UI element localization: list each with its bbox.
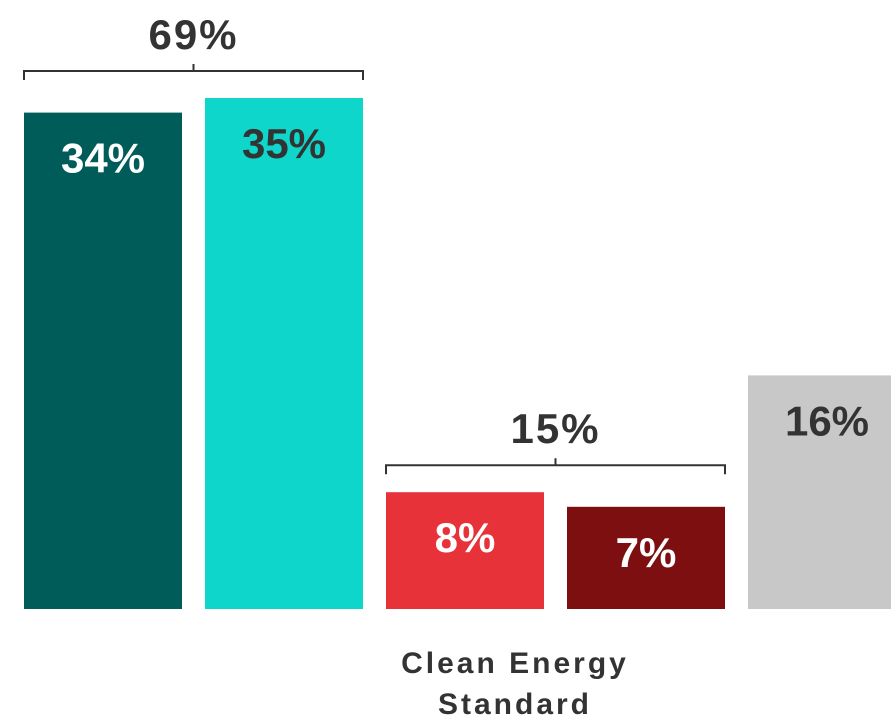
group-total-2-label: 15% <box>510 405 600 452</box>
bar-2-value-label: 35% <box>242 120 326 167</box>
bar-5 <box>748 375 891 609</box>
group-total-1-label: 69% <box>148 11 238 58</box>
group-brackets-layer: 69% 15% <box>23 11 726 475</box>
bar-4-value-label: 7% <box>616 529 677 576</box>
bar-4 <box>567 506 725 609</box>
bar-1 <box>24 112 182 609</box>
bar-1-value-label: 34% <box>61 135 145 182</box>
group-bracket-1 <box>23 64 364 80</box>
bar-2 <box>205 98 363 609</box>
bars-layer: 34% 35% 8% 7% 16% <box>24 98 891 609</box>
bar-3 <box>386 492 544 609</box>
category-label-line-2: Standard <box>438 688 592 721</box>
bar-5-value-label: 16% <box>785 397 869 444</box>
category-label-line-1: Clean Energy <box>401 647 629 680</box>
group-bracket-2 <box>385 458 726 475</box>
bar-3-value-label: 8% <box>435 514 496 561</box>
